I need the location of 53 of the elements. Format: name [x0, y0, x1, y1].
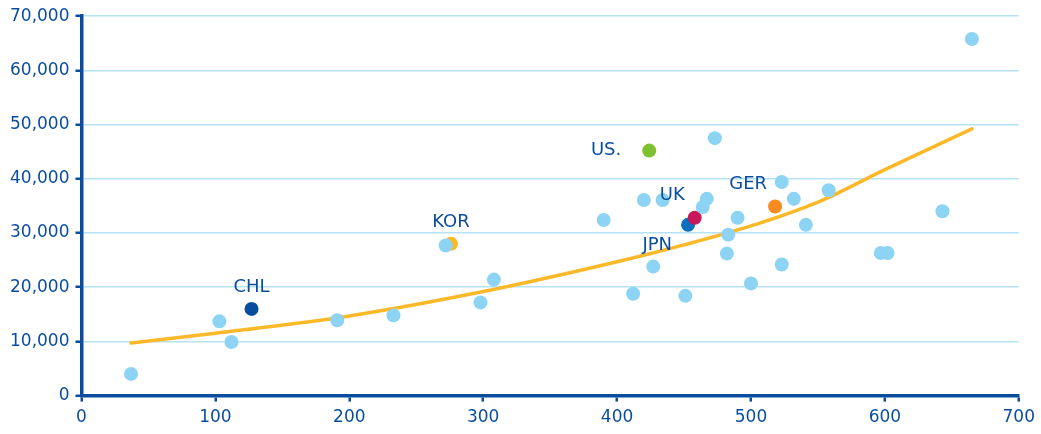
point: [636, 192, 651, 207]
point: [743, 276, 758, 291]
point: [330, 313, 345, 328]
point: [486, 272, 501, 287]
point: [774, 175, 789, 190]
series-label: UK: [659, 183, 686, 205]
y-tick-label: 30,000: [10, 221, 70, 242]
x-tick-label: 400: [600, 406, 634, 427]
point: [224, 334, 239, 349]
x-tick-label: 700: [1002, 406, 1035, 427]
y-tick-label: 0: [58, 384, 70, 405]
x-tick-label: 200: [333, 406, 366, 427]
point: [687, 210, 702, 225]
x-tick-label: 100: [199, 406, 232, 427]
point: [719, 246, 734, 261]
x-tick-label: 300: [466, 406, 500, 427]
point: [438, 238, 453, 253]
y-tick-label: 50,000: [10, 113, 70, 134]
point: [730, 210, 745, 225]
series-label: JPN: [641, 232, 673, 254]
point: [695, 199, 710, 214]
y-tick-label: 10,000: [10, 329, 70, 350]
point: [646, 259, 661, 274]
point: [473, 295, 488, 310]
series-label: KOR: [432, 209, 470, 231]
point: [596, 212, 611, 227]
y-tick-label: 70,000: [10, 4, 70, 25]
point: [124, 366, 139, 381]
point: [786, 191, 801, 206]
point: [626, 286, 641, 301]
point: [678, 288, 693, 303]
y-tick-label: 40,000: [10, 167, 70, 188]
series-label: GER: [729, 172, 768, 194]
point: [642, 143, 657, 158]
point: [821, 183, 836, 198]
series-label: US.: [590, 138, 622, 160]
y-tick-label: 20,000: [10, 275, 70, 296]
series-label: CHL: [233, 274, 270, 296]
line-series: [129, 127, 974, 345]
point: [386, 308, 401, 323]
x-tick-label: 600: [868, 406, 902, 427]
y-tick-label: 60,000: [10, 58, 70, 79]
point: [798, 217, 813, 232]
point: [244, 301, 259, 316]
point: [707, 131, 722, 146]
x-tick-label: 0: [76, 406, 87, 427]
point: [212, 314, 227, 329]
point: [774, 257, 789, 272]
x-tick-label: 500: [734, 406, 768, 427]
point: [964, 31, 979, 46]
point: [768, 199, 783, 214]
point: [721, 227, 736, 242]
point: [935, 204, 950, 219]
